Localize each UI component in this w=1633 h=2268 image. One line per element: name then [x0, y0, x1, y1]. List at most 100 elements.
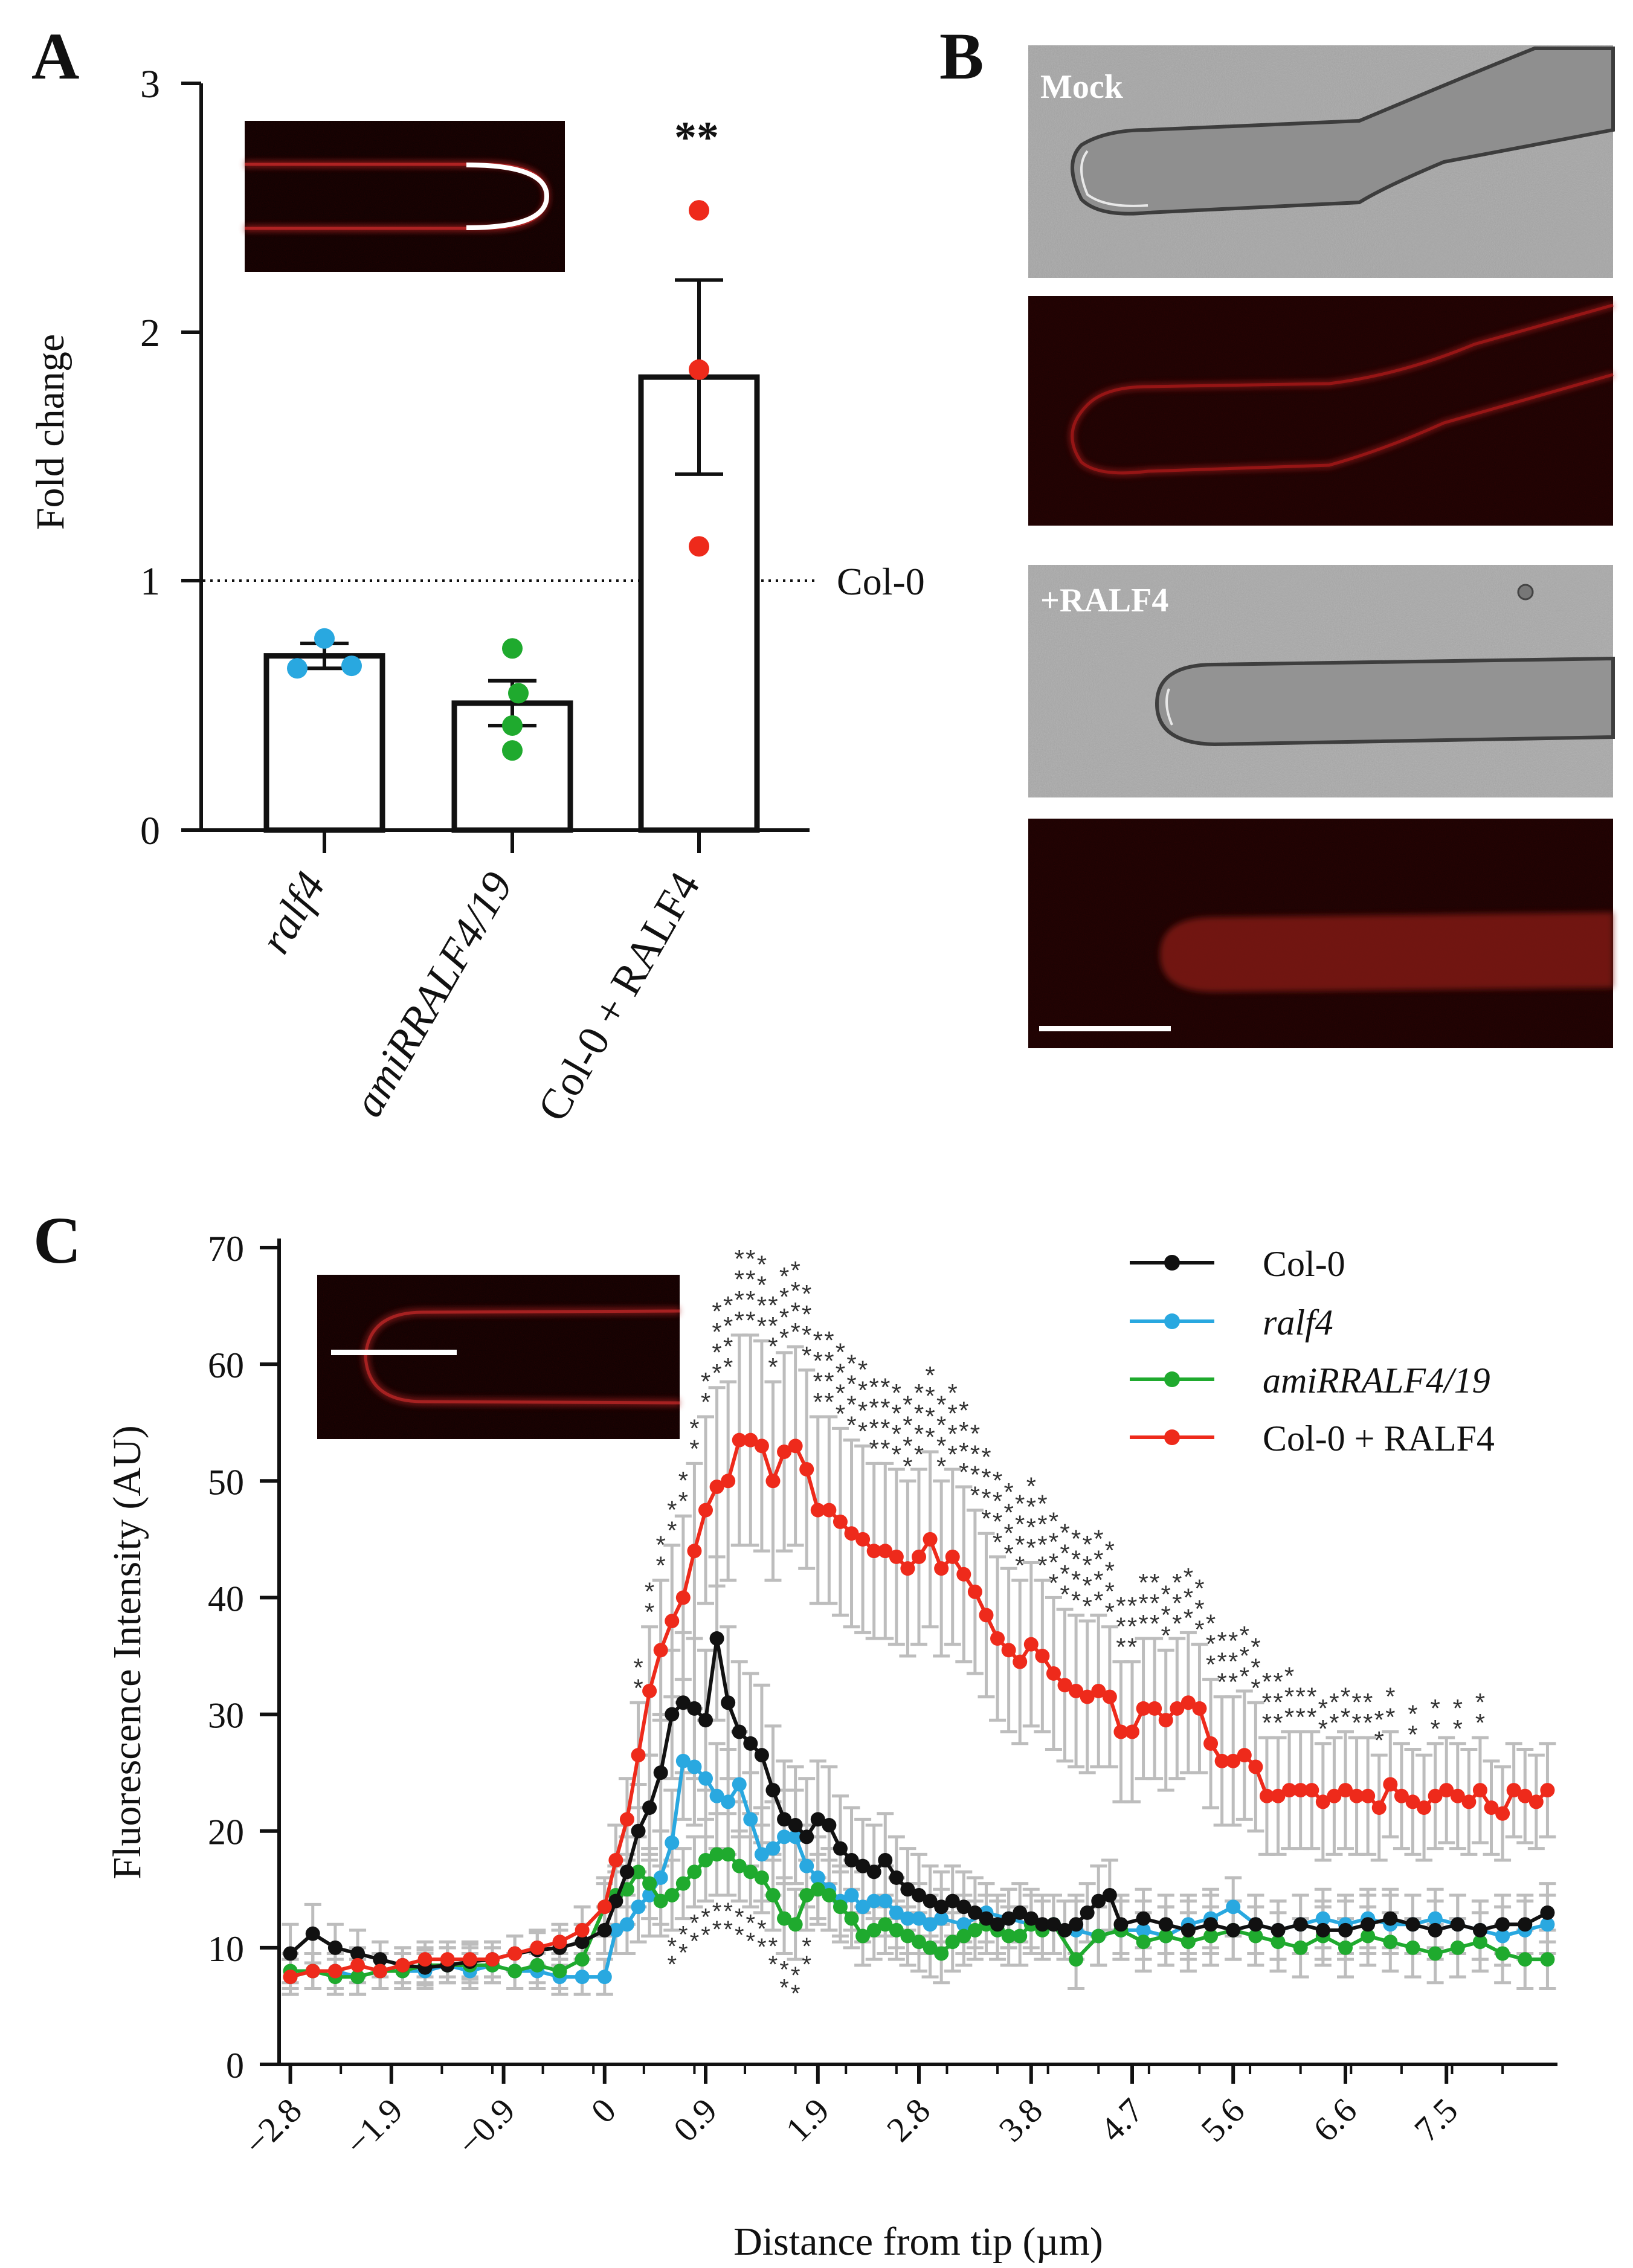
significance-star: *	[914, 1420, 924, 1448]
data-point	[1136, 1911, 1151, 1926]
data-point	[866, 1893, 881, 1909]
data-point	[1069, 1917, 1084, 1932]
significance-star: *	[667, 1496, 677, 1524]
panel-c-xtick-label-10: 6.6	[1306, 2090, 1364, 2149]
significance-star: *	[1127, 1612, 1137, 1641]
data-point	[732, 1777, 747, 1792]
significance-star: *	[1150, 1609, 1159, 1638]
significance-star: *	[1015, 1489, 1025, 1518]
significance-star: *	[1385, 1683, 1395, 1711]
data-point	[754, 1438, 769, 1454]
legend-label-col0: Col-0	[1263, 1244, 1345, 1284]
significance-star: *	[1453, 1715, 1463, 1743]
significance-star: *	[1351, 1688, 1361, 1716]
data-point	[844, 1526, 859, 1541]
significance-star: *	[689, 1434, 699, 1463]
significance-star: *	[1161, 1621, 1171, 1649]
series-line-col-0-ralf4	[283, 1432, 1555, 1985]
data-point	[889, 1922, 904, 1938]
significance-star: *	[1150, 1589, 1159, 1617]
panel-c-label: C	[33, 1203, 81, 1277]
significance-star: *	[914, 1440, 924, 1469]
significance-star: *	[981, 1504, 991, 1533]
significance-star: *	[723, 1291, 733, 1319]
significance-star: *	[746, 1286, 755, 1314]
data-point	[743, 1432, 758, 1448]
data-point	[1035, 1917, 1050, 1932]
data-point	[799, 1858, 814, 1873]
significance-star: *	[1037, 1530, 1047, 1559]
data-point	[698, 1771, 713, 1786]
panel-c-xtick-label-9: 5.6	[1193, 2090, 1252, 2149]
significance-star: *	[735, 1265, 744, 1293]
significance-star: *	[1374, 1706, 1384, 1734]
significance-star: *	[1351, 1709, 1361, 1737]
data-point	[619, 1864, 634, 1880]
panel-a-ylabel: Fold change	[28, 334, 72, 530]
data-point	[810, 1503, 825, 1518]
data-point	[788, 1829, 803, 1844]
significance-star: *	[948, 1399, 958, 1428]
significance-star: *	[1083, 1551, 1092, 1579]
panel-a-category-label-0: ralf4	[251, 864, 335, 961]
significance-star: *	[723, 1312, 733, 1340]
significance-star: *	[1217, 1627, 1226, 1655]
data-point	[1383, 1911, 1398, 1926]
data-point	[754, 1847, 769, 1862]
data-point	[373, 1952, 388, 1967]
panel-c: C Fluorescence Intensity (AU) Distance f…	[33, 1203, 1557, 2264]
panel-c-ytick-label-2: 20	[208, 1812, 244, 1852]
significance-star: *	[846, 1411, 856, 1440]
data-point	[709, 1847, 724, 1862]
data-point	[777, 1812, 792, 1827]
data-point	[799, 1461, 814, 1477]
significance-star: *	[1026, 1472, 1036, 1500]
data-point	[608, 1853, 623, 1867]
data-point	[732, 1858, 747, 1873]
data-point	[653, 1643, 668, 1658]
data-point	[923, 1532, 938, 1547]
data-point	[1248, 1759, 1263, 1774]
data-point	[1338, 1940, 1353, 1955]
panel-a-significance: **	[674, 113, 719, 163]
significance-star: *	[1003, 1539, 1013, 1568]
significance-star: *	[723, 1353, 733, 1381]
significance-star: *	[1003, 1478, 1013, 1506]
data-point	[777, 1829, 792, 1844]
data-point	[1338, 1783, 1353, 1798]
data-point	[1001, 1911, 1016, 1926]
legend-label-ralf4: ralf4	[1263, 1303, 1333, 1342]
data-point	[900, 1561, 915, 1576]
significance-star: *	[1194, 1595, 1204, 1623]
significance-star: *	[836, 1399, 845, 1428]
data-point	[956, 1567, 971, 1582]
data-point	[833, 1514, 848, 1529]
data-point	[1349, 1788, 1364, 1803]
data-point	[721, 1695, 736, 1710]
significance-star: *	[1138, 1568, 1148, 1597]
significance-star: *	[1172, 1609, 1182, 1638]
panel-c-xtick-label-8: 4.7	[1092, 2090, 1151, 2149]
data-point	[665, 1614, 680, 1629]
significance-star: *	[1184, 1603, 1193, 1632]
data-point	[675, 1590, 691, 1605]
data-point	[631, 1864, 646, 1880]
significance-star: *	[1408, 1721, 1417, 1749]
data-point	[597, 1922, 612, 1938]
significance-star: *	[1172, 1589, 1182, 1617]
data-point	[619, 1812, 634, 1827]
data-point	[698, 1713, 713, 1728]
data-point	[350, 1946, 366, 1961]
significance-star: *	[824, 1388, 834, 1416]
legend-label-col0-ralf4: Col-0 + RALF4	[1263, 1419, 1495, 1458]
data-point	[1158, 1713, 1173, 1728]
significance-star: *	[1206, 1651, 1216, 1679]
panel-a: A 0 1 2 3 Fold change Col-0 ralf4 amiRRA…	[28, 19, 925, 1129]
significance-star: *	[1093, 1565, 1103, 1594]
significance-star: *	[690, 1928, 700, 1954]
significance-star: *	[1116, 1592, 1126, 1620]
data-point	[1484, 1800, 1499, 1815]
data-point	[1091, 1893, 1106, 1909]
data-point	[1428, 1911, 1443, 1926]
panel-b-ralf4-fluorescence-image	[1028, 819, 1613, 1048]
